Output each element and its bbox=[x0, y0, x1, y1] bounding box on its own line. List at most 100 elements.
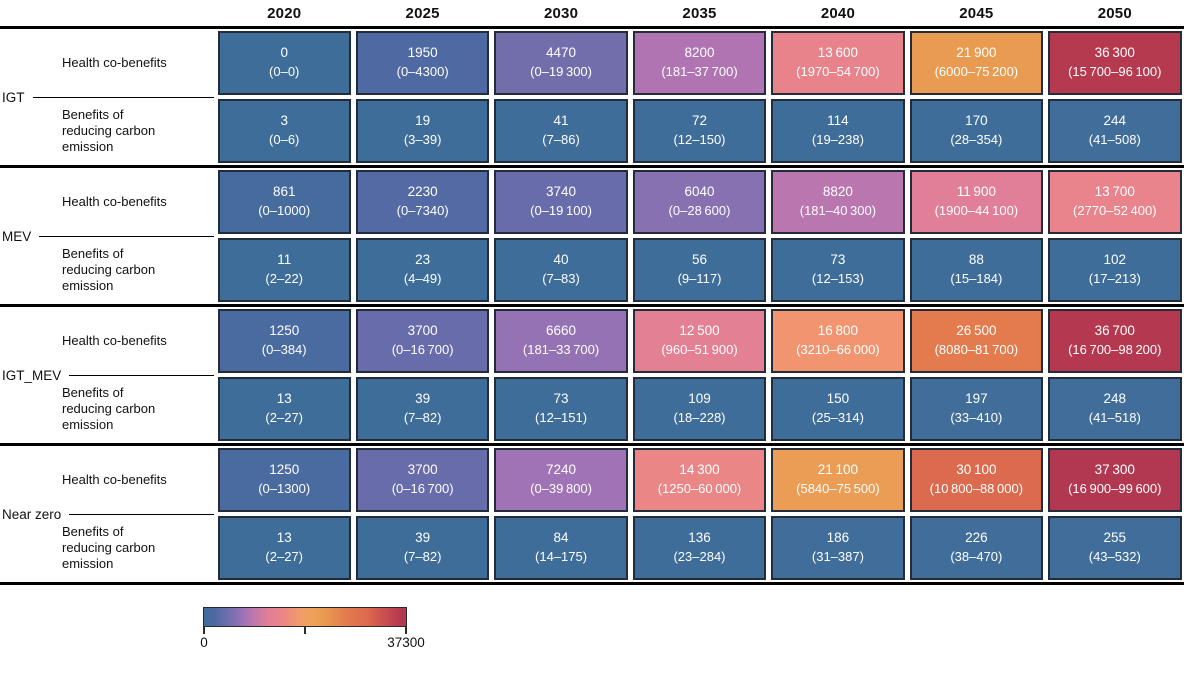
row-label-health-cobenefits: Health co-benefits bbox=[62, 333, 167, 349]
cell-range: (0–4300) bbox=[396, 64, 449, 80]
cell-value: 8820 bbox=[822, 184, 853, 200]
cell-value: 39 bbox=[415, 391, 431, 407]
group-label: IGT_MEV bbox=[2, 367, 62, 383]
heatmap-cell-igt-mev-r1-2035: 12 500 (960–51 900) bbox=[632, 309, 767, 373]
cell-value: 244 bbox=[1103, 113, 1127, 129]
scenario-group-igt: IGT Health co-benefits 0 (0–0) 1950 (0–4300) 4… bbox=[0, 29, 1184, 168]
cell-value: 7240 bbox=[546, 462, 577, 478]
cell-range: (0–1300) bbox=[258, 481, 311, 497]
cell-value: 226 bbox=[965, 530, 988, 546]
cell-value: 861 bbox=[272, 184, 296, 200]
cell-range: (12–150) bbox=[673, 132, 726, 148]
cell-range: (8080–81 700) bbox=[934, 342, 1019, 358]
heatmap-cell-wrap: 3 (0–6) bbox=[215, 97, 353, 165]
cell-range: (0–19 300) bbox=[530, 64, 592, 80]
heatmap-cell-wrap: 186 (31–387) bbox=[769, 514, 907, 582]
heatmap-cell-wrap: 40 (7–83) bbox=[492, 236, 630, 304]
cell-range: (15–184) bbox=[950, 271, 1003, 287]
heatmap-cell-wrap: 2230 (0–7340) bbox=[353, 168, 491, 236]
group-label: Near zero bbox=[2, 506, 62, 522]
heatmap-cell-wrap: 226 (38–470) bbox=[907, 514, 1045, 582]
cell-range: (18–228) bbox=[673, 410, 726, 426]
heatmap-cell-mev-r1-2030: 3740 (0–19 100) bbox=[494, 170, 628, 234]
heatmap-cell-wrap: 73 (12–153) bbox=[769, 236, 907, 304]
heatmap-cell-wrap: 8200 (181–37 700) bbox=[630, 29, 768, 97]
heatmap-cell-wrap: 39 (7–82) bbox=[353, 375, 491, 443]
cell-value: 3740 bbox=[546, 184, 577, 200]
cell-range: (7–82) bbox=[403, 549, 442, 565]
heatmap-cell-igt-mev-r1-2050: 36 700 (16 700–98 200) bbox=[1048, 309, 1182, 373]
heatmap-cell-mev-r1-2025: 2230 (0–7340) bbox=[355, 170, 490, 234]
heatmap-cell-igt-mev-r2-2025: 39 (7–82) bbox=[355, 377, 490, 441]
cell-range: (41–518) bbox=[1088, 410, 1141, 426]
cell-range: (15 700–96 100) bbox=[1068, 64, 1162, 80]
cell-range: (2–22) bbox=[265, 271, 303, 287]
cell-range: (0–384) bbox=[261, 342, 307, 358]
heatmap-cell-igt-mev-r2-2030: 73 (12–151) bbox=[494, 377, 628, 441]
heatmap-cell-wrap: 36 300 (15 700–96 100) bbox=[1046, 29, 1184, 97]
row-label-carbon-benefits: Benefits of reducing carbon emission bbox=[62, 524, 156, 571]
group-label: MEV bbox=[2, 228, 32, 244]
cell-value: 6660 bbox=[546, 323, 577, 339]
heatmap-cell-near-zero-r1-2030: 7240 (0–39 800) bbox=[494, 448, 628, 512]
cell-range: (1900–44 100) bbox=[934, 203, 1019, 219]
heatmap-cell-near-zero-r2-2035: 136 (23–284) bbox=[632, 516, 767, 580]
cell-value: 72 bbox=[691, 113, 707, 129]
year-header-2030: 2030 bbox=[543, 4, 579, 22]
cell-range: (0–19 100) bbox=[530, 203, 592, 219]
cell-range: (9–117) bbox=[677, 271, 722, 287]
cell-value: 13 600 bbox=[817, 45, 859, 61]
cell-range: (33–410) bbox=[950, 410, 1003, 426]
heatmap-cell-wrap: 109 (18–228) bbox=[630, 375, 768, 443]
scenario-group-mev: MEV Health co-benefits 861 (0–1000) 2230 (0–7… bbox=[0, 168, 1184, 307]
heatmap-cell-wrap: 16 800 (3210–66 000) bbox=[769, 307, 907, 375]
cell-range: (41–508) bbox=[1088, 132, 1141, 148]
heatmap-cell-wrap: 36 700 (16 700–98 200) bbox=[1046, 307, 1184, 375]
cell-range: (31–387) bbox=[811, 549, 864, 565]
row-label-carbon-benefits: Benefits of reducing carbon emission bbox=[62, 385, 156, 432]
heatmap-cell-mev-r2-2040: 73 (12–153) bbox=[771, 238, 905, 302]
heatmap-cell-wrap: 114 (19–238) bbox=[769, 97, 907, 165]
heatmap-cell-wrap: 3700 (0–16 700) bbox=[353, 307, 491, 375]
heatmap-cell-igt-mev-r2-2050: 248 (41–518) bbox=[1048, 377, 1182, 441]
cell-value: 2230 bbox=[407, 184, 438, 200]
cell-range: (0–6) bbox=[269, 132, 300, 148]
cell-range: (16 900–99 600) bbox=[1068, 481, 1162, 497]
heatmap-cell-wrap: 3700 (0–16 700) bbox=[353, 446, 491, 514]
heatmap-cell-wrap: 13 600 (1970–54 700) bbox=[769, 29, 907, 97]
cell-value: 197 bbox=[965, 391, 988, 407]
cell-range: (7–82) bbox=[403, 410, 442, 426]
cell-value: 4470 bbox=[546, 45, 577, 61]
heatmap-cell-wrap: 197 (33–410) bbox=[907, 375, 1045, 443]
heatmap-cell-igt-r1-2050: 36 300 (15 700–96 100) bbox=[1048, 31, 1182, 95]
heatmap-cell-wrap: 136 (23–284) bbox=[630, 514, 768, 582]
heatmap-cell-mev-r2-2045: 88 (15–184) bbox=[909, 238, 1044, 302]
heatmap-cell-wrap: 39 (7–82) bbox=[353, 514, 491, 582]
heatmap-cell-wrap: 11 900 (1900–44 100) bbox=[907, 168, 1045, 236]
heatmap-cell-mev-r1-2020: 861 (0–1000) bbox=[217, 170, 351, 234]
cell-value: 16 800 bbox=[817, 323, 859, 339]
cell-value: 3700 bbox=[407, 462, 438, 478]
heatmap-cell-wrap: 6040 (0–28 600) bbox=[630, 168, 768, 236]
cell-value: 39 bbox=[415, 530, 431, 546]
cell-value: 13 bbox=[276, 530, 292, 546]
heatmap-cell-igt-r1-2040: 13 600 (1970–54 700) bbox=[771, 31, 905, 95]
cell-value: 1250 bbox=[269, 323, 300, 339]
cell-value: 150 bbox=[826, 391, 850, 407]
heatmap-cell-wrap: 23 (4–49) bbox=[353, 236, 491, 304]
heatmap-cell-wrap: 861 (0–1000) bbox=[215, 168, 353, 236]
cell-range: (3210–66 000) bbox=[796, 342, 880, 358]
heatmap-cell-mev-r2-2025: 23 (4–49) bbox=[355, 238, 490, 302]
cell-value: 36 700 bbox=[1094, 323, 1135, 339]
heatmap-cell-igt-mev-r1-2040: 16 800 (3210–66 000) bbox=[771, 309, 905, 373]
cell-value: 41 bbox=[553, 113, 569, 129]
heatmap-cell-mev-r1-2045: 11 900 (1900–44 100) bbox=[909, 170, 1044, 234]
cell-range: (0–0) bbox=[269, 64, 300, 80]
cell-value: 13 bbox=[276, 391, 292, 407]
heatmap-cell-wrap: 37 300 (16 900–99 600) bbox=[1046, 446, 1184, 514]
cell-range: (0–1000) bbox=[258, 203, 311, 219]
cell-range: (0–16 700) bbox=[391, 481, 454, 497]
heatmap-cell-near-zero-r2-2030: 84 (14–175) bbox=[494, 516, 628, 580]
heatmap-cell-wrap: 19 (3–39) bbox=[353, 97, 491, 165]
heatmap-cell-mev-r2-2020: 11 (2–22) bbox=[217, 238, 351, 302]
